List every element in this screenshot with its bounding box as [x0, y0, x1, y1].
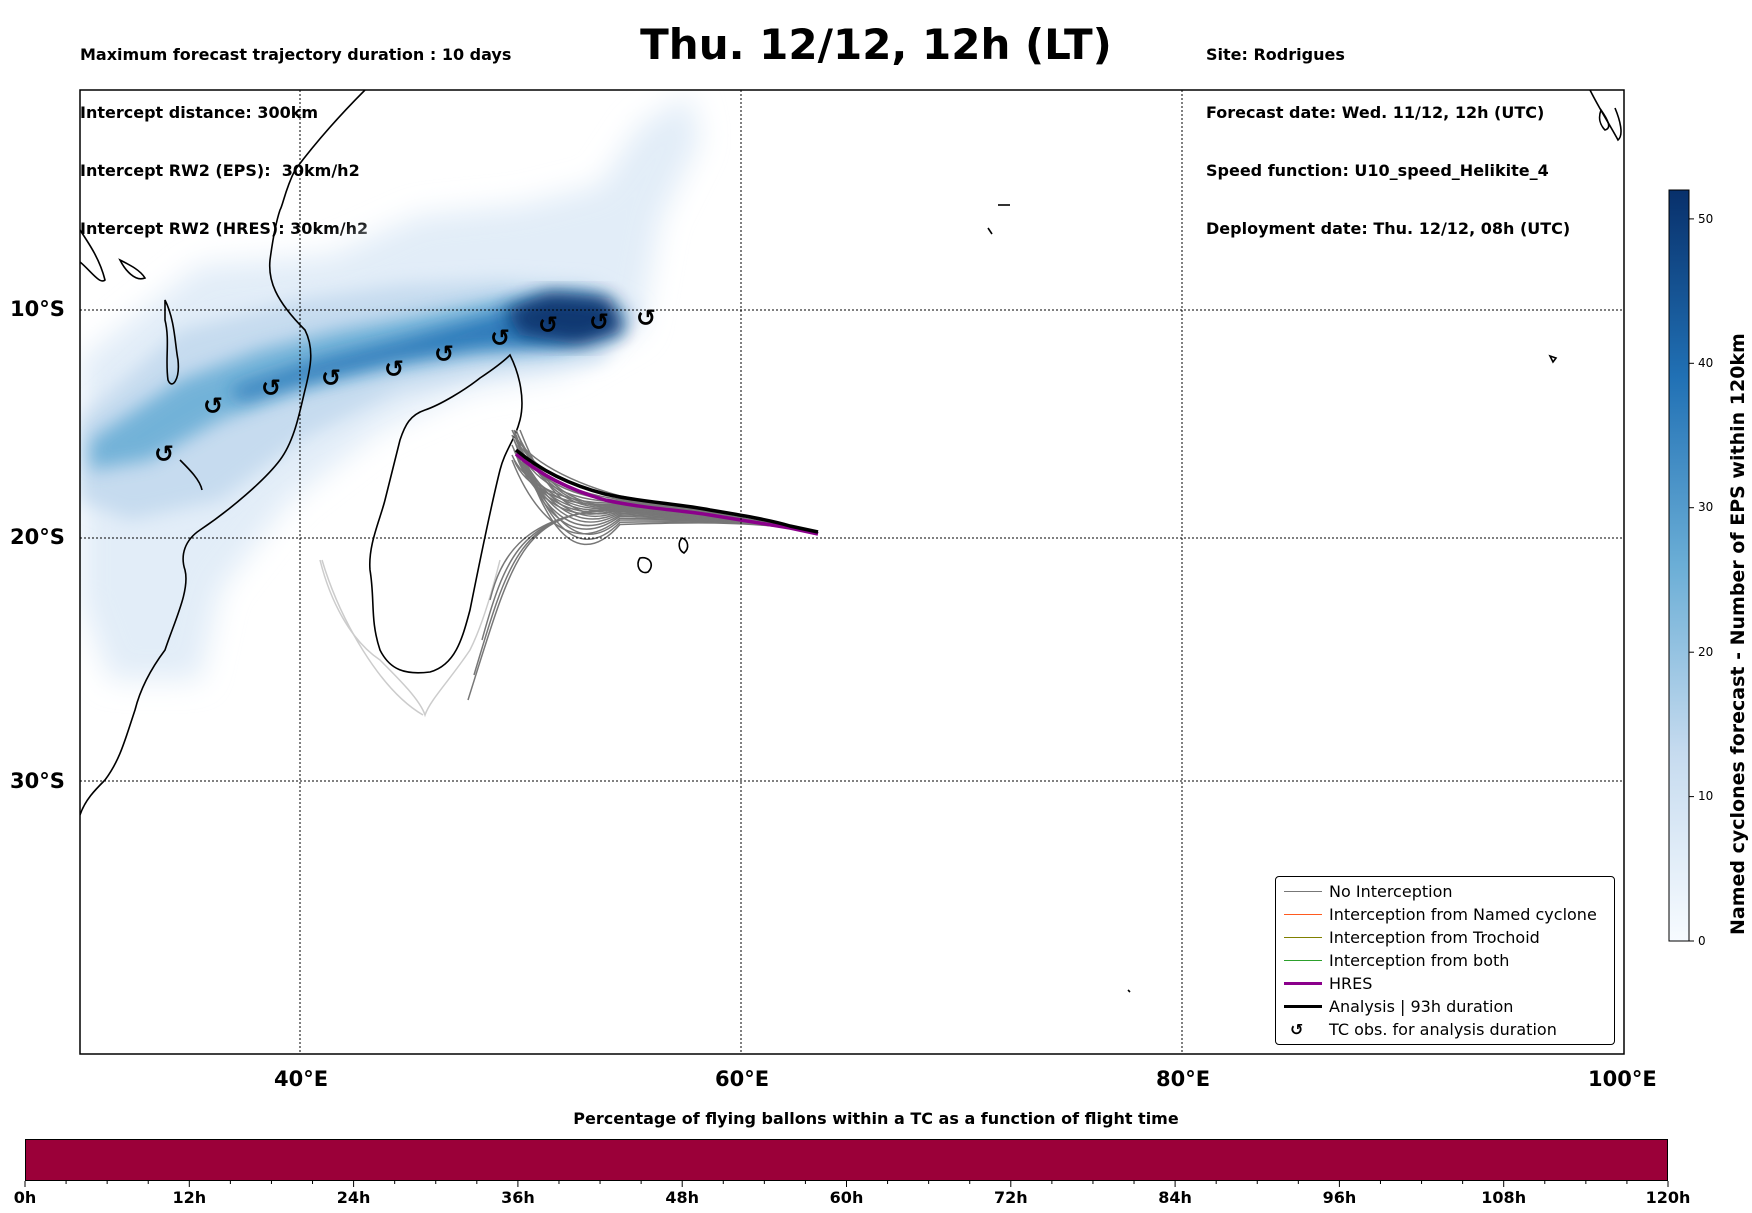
- legend-line-trochoid: [1284, 937, 1322, 938]
- flight-time-tick-label: 108h: [1481, 1188, 1527, 1207]
- colorbar-tick-label: 20: [1698, 645, 1714, 659]
- colorbar-ticks: [1689, 218, 1694, 942]
- tc-observation-icon: ↺: [261, 374, 281, 402]
- lon-label: 40°E: [274, 1067, 329, 1091]
- flight-time-tick-label: 36h: [501, 1188, 535, 1207]
- flight-time-tick-label: 24h: [336, 1188, 371, 1207]
- hres-trajectory: [514, 452, 819, 536]
- coastlines: [80, 90, 1622, 993]
- page-title: Thu. 12/12, 12h (LT): [640, 20, 1112, 69]
- flight-time-tick-label: 0h: [13, 1188, 37, 1207]
- legend-label: Interception from Trochoid: [1329, 928, 1540, 947]
- tc-observation-icon: ↺: [154, 440, 174, 468]
- header-left-line: Intercept RW2 (EPS): 30km/h2: [80, 161, 360, 181]
- analysis-trajectory: [514, 448, 819, 534]
- lon-label: 100°E: [1588, 1067, 1657, 1091]
- header-right-line: Site: Rodrigues: [1206, 44, 1345, 64]
- tc-observation-icon: ↺: [490, 324, 510, 352]
- header-right: Site: Rodrigues Forecast date: Wed. 11/1…: [1206, 6, 1570, 258]
- flight-time-tick-label: 120h: [1645, 1188, 1691, 1207]
- tc-observation-icon: ↺: [636, 304, 656, 332]
- trajectory-line: [473, 509, 819, 676]
- flight-time-tick-label: 12h: [172, 1188, 207, 1207]
- legend-label: Interception from Named cyclone: [1329, 905, 1597, 924]
- lat-label: 30°S: [10, 769, 65, 793]
- tc-observation-icon: ↺: [203, 392, 223, 420]
- colorbar-title: Named cyclones forecast - Number of EPS …: [1727, 333, 1749, 935]
- tc-observations: ↺ ↺ ↺ ↺ ↺ ↺ ↺ ↺ ↺ ↺: [154, 304, 656, 468]
- tc-observation-icon: ↺: [538, 311, 558, 339]
- tc-observation-icon: ↺: [589, 308, 609, 336]
- legend-line-named-cyclone: [1284, 914, 1322, 915]
- legend-label: HRES: [1329, 974, 1373, 993]
- legend-item: Interception from both: [1276, 949, 1614, 972]
- bottom-bar-title: Percentage of flying ballons within a TC…: [573, 1109, 1179, 1128]
- tc-symbol-icon: ↺: [1290, 1020, 1304, 1039]
- gridlines: [80, 90, 1624, 1054]
- light-trajectories: [319, 559, 501, 718]
- colorbar: [1668, 189, 1690, 942]
- lat-label: 10°S: [10, 297, 65, 321]
- lon-label: 80°E: [1156, 1067, 1211, 1091]
- tc-observation-icon: ↺: [434, 340, 454, 368]
- flight-time-bar: [25, 1139, 1668, 1181]
- trajectory-line: [517, 439, 819, 546]
- flight-time-tick-label: 72h: [993, 1188, 1028, 1207]
- flight-time-tick-label: 96h: [1322, 1188, 1357, 1207]
- header-right-line: Deployment date: Thu. 12/12, 08h (UTC): [1206, 219, 1571, 239]
- legend-item: No Interception: [1276, 880, 1614, 903]
- legend-item: ↺ TC obs. for analysis duration: [1276, 1018, 1614, 1041]
- legend-item: Analysis | 93h duration: [1276, 995, 1614, 1018]
- colorbar-tick-label: 50: [1698, 212, 1714, 226]
- colorbar-tick-label: 30: [1698, 500, 1714, 514]
- legend: No Interception Interception from Named …: [1275, 876, 1615, 1045]
- header-left-line: Maximum forecast trajectory duration : 1…: [80, 44, 512, 64]
- legend-item: Interception from Trochoid: [1276, 926, 1614, 949]
- flight-time-tick-label: 84h: [1158, 1188, 1192, 1207]
- header-left: Maximum forecast trajectory duration : 1…: [80, 6, 511, 258]
- flight-time-tick-label: 60h: [829, 1188, 864, 1207]
- legend-label: Interception from both: [1329, 951, 1510, 970]
- tc-observation-icon: ↺: [321, 364, 341, 392]
- legend-label: No Interception: [1329, 882, 1453, 901]
- legend-label: TC obs. for analysis duration: [1329, 1020, 1557, 1039]
- header-left-line: Intercept RW2 (HRES): 30km/h2: [80, 219, 369, 239]
- colorbar-tick-label: 0: [1698, 934, 1706, 948]
- legend-line-both: [1284, 960, 1322, 961]
- legend-line-analysis: [1284, 1005, 1322, 1008]
- legend-line-hres: [1284, 982, 1322, 985]
- header-left-line: Intercept distance: 300km: [80, 103, 319, 123]
- colorbar-tick-label: 40: [1698, 356, 1714, 370]
- no-interception-trajectories: [467, 429, 819, 701]
- header-right-line: Forecast date: Wed. 11/12, 12h (UTC): [1206, 103, 1545, 123]
- legend-item: HRES: [1276, 972, 1614, 995]
- map-frame: [79, 89, 1625, 1055]
- colorbar-tick-label: 10: [1698, 789, 1714, 803]
- lon-label: 60°E: [715, 1067, 770, 1091]
- lat-label: 20°S: [10, 525, 65, 549]
- eps-density-field: [80, 95, 700, 680]
- trajectory-line: [481, 509, 819, 641]
- legend-label: Analysis | 93h duration: [1329, 997, 1514, 1016]
- flight-time-tick-label: 48h: [665, 1188, 700, 1207]
- header-right-line: Speed function: U10_speed_Helikite_4: [1206, 161, 1549, 181]
- legend-item: Interception from Named cyclone: [1276, 903, 1614, 926]
- tc-observation-icon: ↺: [384, 355, 404, 383]
- legend-line-no-interception: [1284, 891, 1322, 892]
- map-area: ↺ ↺ ↺ ↺ ↺ ↺ ↺ ↺ ↺ ↺: [80, 90, 1624, 1054]
